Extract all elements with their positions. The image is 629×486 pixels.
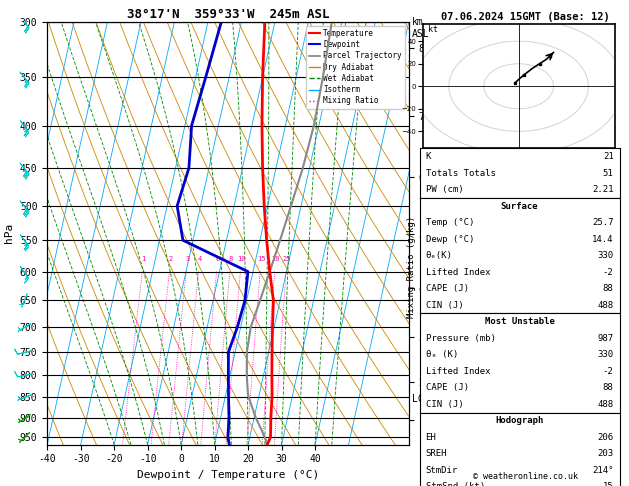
Text: θₑ (K): θₑ (K) — [426, 350, 458, 359]
Text: -2: -2 — [603, 268, 613, 277]
Legend: Temperature, Dewpoint, Parcel Trajectory, Dry Adiabat, Wet Adiabat, Isotherm, Mi: Temperature, Dewpoint, Parcel Trajectory… — [306, 26, 405, 108]
Text: 1: 1 — [142, 257, 146, 262]
Title: 38°17'N  359°33'W  245m ASL: 38°17'N 359°33'W 245m ASL — [127, 8, 329, 21]
Text: Surface: Surface — [501, 202, 538, 210]
Text: Mixing Ratio (g/kg): Mixing Ratio (g/kg) — [408, 216, 416, 318]
Text: 88: 88 — [603, 284, 613, 293]
Text: Totals Totals: Totals Totals — [426, 169, 496, 177]
Text: 07.06.2024 15GMT (Base: 12): 07.06.2024 15GMT (Base: 12) — [441, 12, 610, 22]
Text: 214°: 214° — [592, 466, 613, 475]
Text: PW (cm): PW (cm) — [426, 185, 463, 194]
Text: 20: 20 — [271, 257, 280, 262]
Text: 10: 10 — [237, 257, 246, 262]
Text: 15: 15 — [603, 483, 613, 486]
Text: 88: 88 — [603, 383, 613, 392]
Text: 15: 15 — [257, 257, 265, 262]
Text: 14.4: 14.4 — [592, 235, 613, 243]
Text: LCL: LCL — [413, 394, 430, 404]
Text: 203: 203 — [598, 450, 613, 458]
Text: 25.7: 25.7 — [592, 218, 613, 227]
Text: 330: 330 — [598, 251, 613, 260]
Text: θₑ(K): θₑ(K) — [426, 251, 452, 260]
Text: 25: 25 — [282, 257, 291, 262]
X-axis label: Dewpoint / Temperature (°C): Dewpoint / Temperature (°C) — [137, 470, 319, 480]
Text: K: K — [426, 152, 431, 161]
Y-axis label: hPa: hPa — [4, 223, 14, 243]
Text: Most Unstable: Most Unstable — [484, 317, 555, 326]
Text: 206: 206 — [598, 433, 613, 442]
Text: 488: 488 — [598, 400, 613, 409]
Text: SREH: SREH — [426, 450, 447, 458]
Text: 2: 2 — [169, 257, 173, 262]
Text: Lifted Index: Lifted Index — [426, 268, 490, 277]
Text: 2.21: 2.21 — [592, 185, 613, 194]
Text: CAPE (J): CAPE (J) — [426, 284, 469, 293]
Text: CIN (J): CIN (J) — [426, 301, 463, 310]
Text: © weatheronline.co.uk: © weatheronline.co.uk — [473, 472, 577, 481]
Text: Temp (°C): Temp (°C) — [426, 218, 474, 227]
Text: 488: 488 — [598, 301, 613, 310]
Text: Dewp (°C): Dewp (°C) — [426, 235, 474, 243]
Text: StmDir: StmDir — [426, 466, 458, 475]
Text: km
ASL: km ASL — [412, 17, 430, 38]
Text: 51: 51 — [603, 169, 613, 177]
Text: -2: -2 — [603, 367, 613, 376]
Text: 21: 21 — [603, 152, 613, 161]
Text: Lifted Index: Lifted Index — [426, 367, 490, 376]
Text: 987: 987 — [598, 334, 613, 343]
Text: CIN (J): CIN (J) — [426, 400, 463, 409]
Text: 3: 3 — [186, 257, 189, 262]
Text: 4: 4 — [198, 257, 202, 262]
Text: EH: EH — [426, 433, 437, 442]
Text: CAPE (J): CAPE (J) — [426, 383, 469, 392]
Text: StmSpd (kt): StmSpd (kt) — [426, 483, 485, 486]
Text: 6: 6 — [216, 257, 220, 262]
Text: Hodograph: Hodograph — [496, 417, 543, 425]
Text: kt: kt — [428, 25, 438, 34]
Text: Pressure (mb): Pressure (mb) — [426, 334, 496, 343]
Text: 8: 8 — [229, 257, 233, 262]
Text: 330: 330 — [598, 350, 613, 359]
